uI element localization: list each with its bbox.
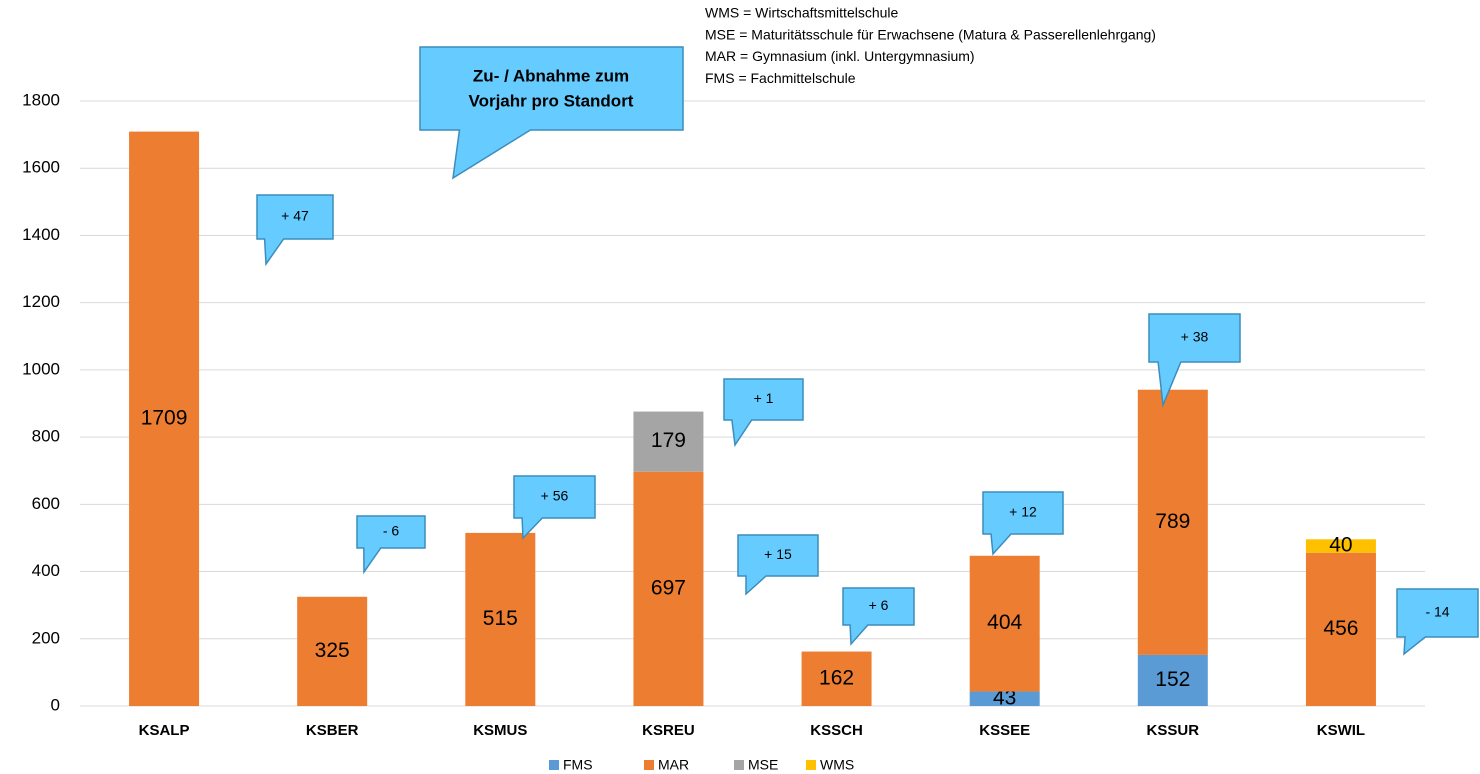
data-label: 325 — [315, 639, 350, 662]
note: FMS = Fachmittelschule — [705, 70, 856, 86]
note: MAR = Gymnasium (inkl. Untergymnasium) — [705, 48, 975, 64]
x-tick-label: KSSCH — [810, 722, 863, 739]
bar-segment — [129, 131, 200, 706]
x-tick-label: KSSEE — [979, 722, 1030, 739]
legend-swatch — [644, 760, 654, 770]
callout-label: + 38 — [1181, 329, 1209, 345]
x-tick-label: KSMUS — [473, 722, 527, 739]
callout-shape — [737, 534, 819, 596]
x-tick-label: KSREU — [642, 722, 695, 739]
callout-shape — [723, 378, 804, 448]
note: MSE = Maturitätsschule für Erwachsene (M… — [705, 26, 1156, 42]
callout-label: + 12 — [1009, 504, 1037, 520]
bar-segment — [297, 596, 368, 706]
x-tick-label: KSALP — [139, 722, 190, 739]
legend-swatch — [549, 760, 559, 770]
data-label: 43 — [993, 686, 1016, 709]
data-label: 697 — [651, 576, 686, 599]
callout-shape — [982, 491, 1064, 556]
y-tick-label: 1600 — [22, 158, 60, 177]
legend-swatch — [806, 760, 816, 770]
data-label: 1709 — [141, 406, 188, 429]
data-label: 162 — [819, 666, 854, 689]
bar-segment — [969, 555, 1040, 692]
x-tick-label: KSWIL — [1317, 722, 1365, 739]
callout-title: Zu- / Abnahme zum — [473, 66, 629, 85]
bar-segment — [633, 411, 704, 472]
y-tick-label: 1000 — [22, 359, 60, 378]
bar-segment — [1137, 389, 1208, 655]
bar-segment — [1137, 654, 1208, 706]
x-tick-label: KSSUR — [1147, 722, 1200, 739]
callout-label: + 56 — [541, 488, 569, 504]
callout-shape — [256, 194, 334, 267]
legend-label: MAR — [658, 757, 689, 773]
x-tick-label: KSBER — [306, 722, 359, 739]
legend-label: FMS — [563, 757, 593, 773]
bar-segment — [465, 532, 536, 706]
data-label: 789 — [1155, 510, 1190, 533]
bar-segment — [1305, 539, 1376, 553]
callout-shape — [513, 475, 596, 540]
callout-shape — [356, 515, 426, 575]
y-tick-label: 1200 — [22, 292, 60, 311]
callout-label: + 15 — [764, 546, 792, 562]
callout-label: - 6 — [383, 523, 400, 539]
callout-label: - 14 — [1425, 604, 1449, 620]
data-label: 152 — [1155, 668, 1190, 691]
callout-label: + 47 — [281, 208, 309, 224]
data-label: 179 — [651, 429, 686, 452]
y-tick-label: 600 — [32, 494, 60, 513]
data-label: 456 — [1323, 617, 1358, 640]
note: WMS = Wirtschaftsmittelschule — [705, 5, 899, 21]
data-label: 515 — [483, 607, 518, 630]
y-tick-label: 200 — [32, 628, 60, 647]
y-tick-label: 800 — [32, 427, 60, 446]
legend-label: MSE — [748, 757, 778, 773]
legend-label: WMS — [820, 757, 854, 773]
callout-shape — [419, 46, 684, 180]
data-label: 404 — [987, 611, 1022, 634]
callout-shape — [842, 587, 915, 646]
callout-label: + 6 — [869, 597, 889, 613]
bar-segment — [801, 651, 872, 706]
data-label: 40 — [1329, 534, 1352, 557]
callout-label: + 1 — [754, 390, 774, 406]
callout-shape — [1396, 588, 1479, 656]
callout-shape — [1148, 313, 1241, 408]
y-tick-label: 400 — [32, 561, 60, 580]
y-tick-label: 1800 — [22, 90, 60, 109]
bar-segment — [1305, 552, 1376, 706]
y-tick-label: 0 — [51, 695, 60, 714]
bar-segment — [969, 691, 1040, 706]
bar-segment — [633, 471, 704, 706]
y-tick-label: 1400 — [22, 225, 60, 244]
callout-title: Vorjahr pro Standort — [469, 91, 634, 110]
legend-swatch — [734, 760, 744, 770]
